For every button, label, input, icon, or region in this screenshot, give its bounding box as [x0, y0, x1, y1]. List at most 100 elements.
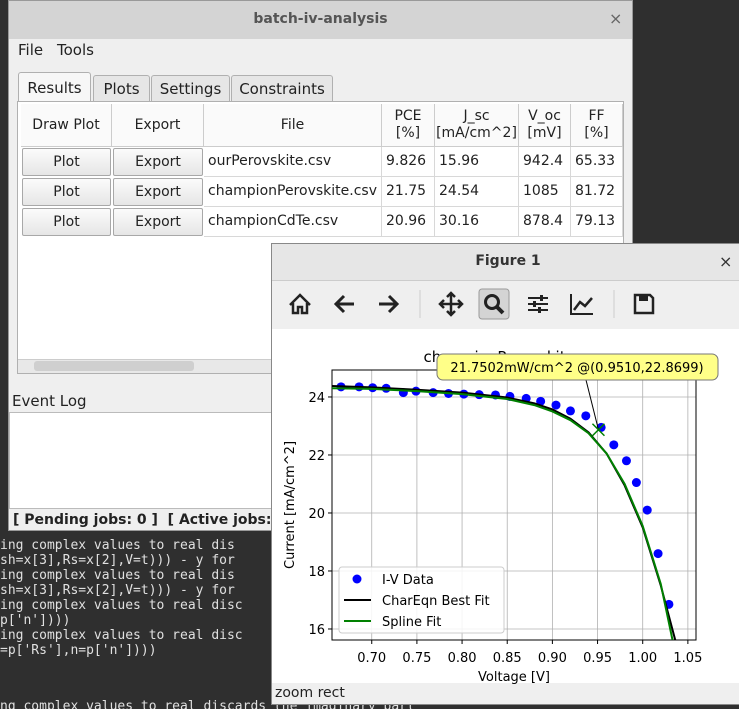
data-point	[642, 505, 652, 515]
table-cell: championPerovskite.csv	[204, 177, 382, 207]
terminal-line: sh=x[3],Rs=x[2],V=t))) - y for	[0, 553, 235, 568]
header-line: [mV]	[527, 125, 562, 141]
y-tick-label: 16	[308, 623, 325, 638]
x-tick-label: 0.85	[493, 651, 522, 666]
table-button[interactable]: Plot	[22, 148, 111, 176]
x-tick-label: 0.75	[402, 651, 431, 666]
annotation-arrow	[585, 379, 599, 430]
terminal-line: p['n'])))	[0, 613, 71, 628]
zoom-button[interactable]	[478, 288, 510, 320]
table-cell: 24.54	[435, 177, 519, 207]
title-bar	[272, 244, 739, 281]
status-bar: zoom rect	[275, 685, 345, 701]
x-tick-label: 0.95	[583, 651, 612, 666]
table-cell: 878.4	[519, 207, 571, 237]
table-header: Draw Plot	[21, 104, 112, 147]
table-cell: ourPerovskite.csv	[204, 147, 382, 177]
window-title: Figure 1	[475, 253, 541, 269]
x-axis-label: Voltage [V]	[478, 670, 550, 685]
close-button[interactable]: ×	[719, 252, 733, 271]
y-tick-label: 18	[308, 565, 325, 580]
tab[interactable]: Results	[18, 72, 91, 102]
legend-label: CharEqn Best Fit	[382, 594, 490, 609]
legend-box	[338, 566, 505, 634]
legend-label: I-V Data	[382, 573, 434, 588]
tab[interactable]: Settings	[151, 75, 230, 102]
table-header: PCE [%]	[382, 104, 435, 147]
tab[interactable]: Plots	[93, 75, 150, 102]
table-cell: 20.96	[382, 207, 435, 237]
tab[interactable]: Constraints	[231, 75, 333, 102]
header-line: V_oc	[528, 108, 561, 124]
table-cell: 1085	[519, 177, 571, 207]
terminal-line: ing complex values to real dis	[0, 538, 235, 553]
annotation-marker	[591, 423, 605, 437]
configure-button[interactable]	[528, 295, 548, 313]
y-axis-label: Current [mA/cm^2]	[283, 441, 298, 569]
header-line: [%]	[395, 125, 421, 141]
x-tick-label: 0.70	[357, 651, 386, 666]
save-button[interactable]	[633, 293, 655, 315]
table-button[interactable]: Export	[113, 148, 203, 176]
data-point	[631, 478, 641, 488]
table-cell: 942.4	[519, 147, 571, 177]
header-line: PCE	[394, 108, 422, 124]
terminal-line: ing complex values to real disc	[0, 628, 243, 643]
edit-axes-button[interactable]	[570, 294, 593, 315]
window-title: batch-iv-analysis	[253, 11, 388, 27]
table-header: FF [%]	[571, 104, 623, 147]
menu-item[interactable]: Tools	[57, 41, 94, 59]
table-cell: 15.96	[435, 147, 519, 177]
data-point	[536, 396, 546, 406]
table-cell: 21.75	[382, 177, 435, 207]
x-tick-label: 0.90	[538, 651, 567, 666]
data-point	[581, 411, 591, 421]
header-line: [mA/cm^2]	[436, 125, 517, 141]
table-cell: 79.13	[571, 207, 623, 237]
pan-button[interactable]	[438, 291, 464, 317]
header-line: FF	[588, 108, 605, 124]
table-header: Export	[112, 104, 204, 147]
table-button[interactable]: Plot	[22, 208, 111, 236]
header-line: J_sc	[463, 108, 490, 124]
scrollbar-thumb	[34, 361, 194, 371]
header-line: Export	[134, 116, 181, 133]
header-line: [%]	[584, 125, 609, 141]
title-bar	[9, 1, 632, 39]
table-button[interactable]: Export	[113, 178, 203, 206]
terminal-line: ing complex values to real dis	[0, 568, 235, 583]
x-tick-label: 1.05	[673, 651, 702, 666]
table-cell: championCdTe.csv	[204, 207, 382, 237]
table-header: File	[204, 104, 382, 147]
terminal-line: sh=x[3],Rs=x[2],V=t))) - y for	[0, 583, 235, 598]
table-button[interactable]: Plot	[22, 178, 111, 206]
x-tick-label: 1.00	[628, 651, 657, 666]
data-point	[621, 456, 631, 466]
y-tick-label: 24	[308, 391, 325, 406]
header-line: Draw Plot	[32, 116, 100, 133]
terminal-line: =p['Rs'],n=p['n'])))	[0, 643, 157, 658]
table-cell: 30.16	[435, 207, 519, 237]
table-header: V_oc [mV]	[519, 104, 571, 147]
legend-marker	[352, 574, 362, 584]
data-point	[609, 440, 619, 450]
x-tick-label: 0.80	[448, 651, 477, 666]
y-tick-label: 22	[308, 449, 325, 464]
fit-line	[332, 387, 674, 640]
terminal-line: ng complex values to real discards the i…	[0, 699, 415, 709]
legend-label: Spline Fit	[382, 615, 441, 630]
menu-item[interactable]: File	[18, 41, 44, 59]
close-button[interactable]: ×	[609, 9, 623, 28]
y-tick-label: 20	[308, 507, 325, 522]
table-cell: 65.33	[571, 147, 623, 177]
forward-button[interactable]	[379, 294, 400, 314]
table-cell: 81.72	[571, 177, 623, 207]
home-button[interactable]	[289, 293, 311, 315]
data-point	[565, 406, 575, 416]
table-button[interactable]: Export	[113, 208, 203, 236]
event-log-label: Event Log	[12, 392, 87, 410]
header-line: File	[280, 116, 305, 133]
back-button[interactable]	[333, 294, 354, 314]
